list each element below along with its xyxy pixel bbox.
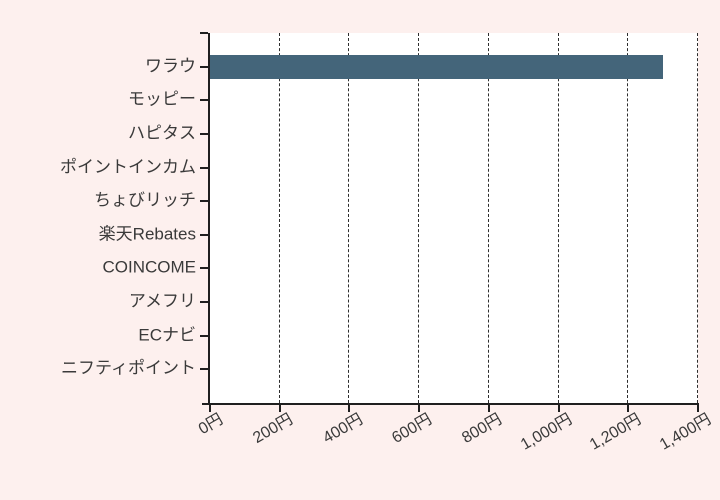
x-axis-label: 200円 [250,410,296,447]
gridline [278,33,280,403]
y-axis-line [208,33,210,403]
y-axis-label: アメフリ [128,291,196,311]
y-axis-tick [200,65,208,68]
y-axis-label: ワラウ [145,56,196,76]
y-axis-tick [200,267,208,270]
gridline [697,33,698,403]
y-axis-tick [200,166,208,169]
x-axis-line [202,403,699,405]
x-axis-label: 400円 [319,410,366,447]
x-axis-tick [209,405,211,412]
bar-ワラウ [210,54,664,79]
x-axis-tick [487,405,490,412]
gridline [627,33,629,403]
gridline [348,33,350,403]
plot-area [210,33,698,403]
y-axis-label: ポイントインカム [60,157,196,177]
x-axis-tick [278,405,281,412]
y-axis-tick [200,200,208,203]
y-axis-tick [200,233,208,236]
x-axis-tick [627,405,630,412]
gridline [418,33,420,403]
y-axis-tick [200,368,208,371]
y-axis-tick [200,32,208,34]
y-axis-label: ハピタス [128,123,196,143]
y-axis-tick [200,132,208,135]
y-axis-label: COINCOME [102,258,197,278]
gridline [487,33,489,403]
y-axis-label: ちょびリッチ [94,190,196,210]
y-axis-tick [200,334,208,337]
x-axis-label: 600円 [389,410,436,447]
y-axis-tick [200,301,208,304]
x-axis-tick [557,405,560,412]
x-axis-label: 1,200円 [587,410,645,454]
y-axis-label: ECナビ [138,325,196,345]
y-axis-label: ニフティポイント [61,359,196,379]
x-axis-tick [348,405,351,412]
gridline [557,33,559,403]
x-axis-tick [697,405,699,412]
x-axis-label: 1,400円 [656,410,714,454]
x-axis-label: 0円 [195,410,226,439]
x-axis-label: 1,000円 [517,410,575,454]
y-axis-tick [200,99,208,102]
x-axis-label: 800円 [459,410,505,447]
y-axis-label: 楽天Rebates [98,224,196,244]
x-axis-tick [418,405,421,412]
y-axis-label: モッピー [128,89,196,109]
